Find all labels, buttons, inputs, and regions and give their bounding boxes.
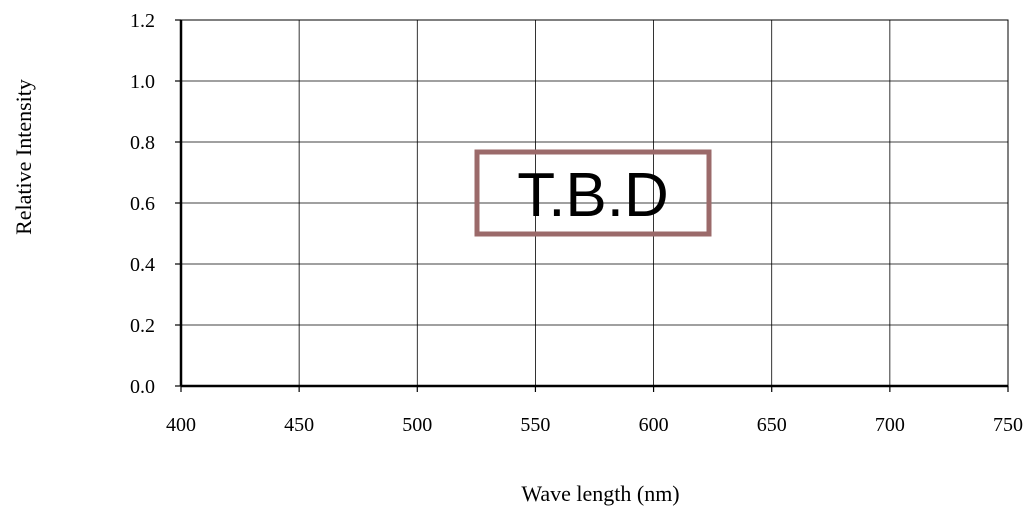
x-tick-label: 700 [875,414,905,436]
x-axis-ticks: 400 450 500 550 600 650 700 750 [166,386,1023,436]
y-tick-label: 1.2 [130,10,155,32]
x-tick-label: 400 [166,414,196,436]
grid-lines [181,20,1008,386]
x-axis-label: Wave length (nm) [521,481,679,506]
y-tick-label: 0.0 [130,376,155,398]
y-axis-ticks: 0.0 0.2 0.4 0.6 0.8 1.0 1.2 [130,10,181,398]
y-tick-label: 0.4 [130,254,155,276]
tbd-stamp-box [474,149,712,237]
x-tick-label: 750 [993,414,1023,436]
x-tick-label: 450 [284,414,314,436]
y-tick-label: 0.6 [130,193,155,215]
x-tick-label: 500 [402,414,432,436]
y-axis-label: Relative Intensity [11,79,36,235]
x-tick-label: 550 [520,414,550,436]
x-tick-label: 600 [639,414,669,436]
y-tick-label: 1.0 [130,71,155,93]
y-tick-label: 0.2 [130,315,155,337]
y-tick-label: 0.8 [130,132,155,154]
tbd-stamp: T.B.D [474,149,712,237]
x-tick-label: 650 [757,414,787,436]
tbd-stamp-text: T.B.D [517,161,669,230]
